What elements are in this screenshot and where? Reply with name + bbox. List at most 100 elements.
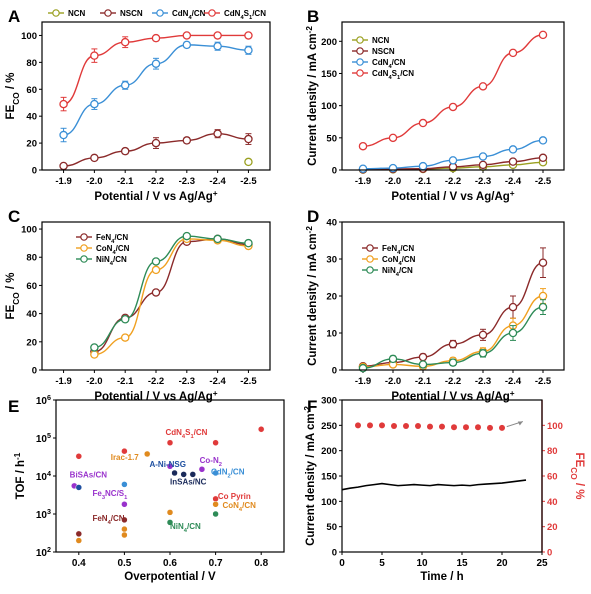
legend-label: NSCN — [120, 9, 143, 18]
label-part: FeN — [382, 244, 397, 253]
x-tick-label: 5 — [379, 558, 385, 569]
label-part: -2 — [303, 406, 312, 414]
plot-frame — [341, 399, 543, 553]
panel-label-c: C — [8, 207, 20, 226]
x-tick-label: 10 — [416, 558, 428, 569]
legend-marker — [208, 9, 216, 17]
data-point — [151, 138, 161, 148]
x-tick-label: -2.4 — [209, 376, 226, 387]
panel-label-b: B — [307, 7, 319, 26]
y-tick-label: 80 — [26, 58, 37, 69]
label-part: 10 — [36, 548, 48, 559]
y-tick-label: 80 — [26, 253, 37, 264]
x-tick-label: -2.2 — [148, 376, 164, 387]
data-point — [182, 40, 192, 50]
fe-point — [391, 422, 397, 429]
x-tick-label: 15 — [456, 558, 468, 569]
label-part: /CN — [400, 244, 414, 253]
label-part: CdN — [211, 467, 228, 476]
label-part: Time / h — [420, 571, 463, 583]
panel-label-e: E — [8, 397, 19, 416]
x-axis-label: Potential / V vs Ag/Ag+ — [391, 189, 514, 204]
label-part: -1 — [13, 452, 22, 460]
data-point — [189, 471, 197, 478]
legend-label: CdN4/CN — [372, 58, 406, 70]
label-part: / % — [5, 273, 17, 293]
data-point — [120, 315, 130, 324]
y-tick-label: 0 — [332, 548, 337, 559]
fe-point — [463, 424, 469, 431]
data-point — [151, 33, 161, 43]
current-density-line — [341, 479, 527, 491]
data-point — [121, 525, 128, 533]
data-point — [478, 349, 488, 358]
legend-marker — [104, 9, 112, 17]
data-point — [120, 146, 130, 156]
data-point — [143, 450, 151, 458]
data-point — [90, 343, 99, 352]
label-part: + — [213, 189, 218, 198]
data-point — [448, 358, 458, 367]
data-point — [121, 501, 128, 508]
fe-point — [379, 422, 385, 429]
data-point — [418, 161, 428, 171]
point-label: CdN2/CN — [211, 467, 245, 479]
y-tick-label: 102 — [36, 545, 51, 560]
data-point — [418, 352, 428, 362]
x-tick-label: -2.5 — [535, 376, 552, 387]
x-tick-label: -2.2 — [445, 376, 461, 387]
y-tick-label: 106 — [36, 393, 51, 408]
label-part: 4 — [188, 15, 192, 21]
point-label: BiSAs/CN — [70, 471, 108, 480]
data-point — [478, 82, 488, 91]
label-part: /CN — [111, 514, 125, 523]
label-part: -2 — [305, 226, 314, 234]
data-point — [388, 133, 398, 143]
label-part: 4 — [388, 75, 392, 81]
data-point — [166, 463, 174, 470]
y-tick-label: 300 — [321, 396, 337, 407]
data-point — [120, 37, 130, 47]
label-part: CdN — [165, 428, 182, 437]
data-point — [538, 258, 548, 267]
x-tick-label: -2.4 — [505, 176, 522, 187]
data-point — [244, 31, 253, 40]
label-part: 4 — [388, 64, 392, 70]
y-tick-label: 20 — [326, 292, 337, 303]
label-part: Fe — [92, 489, 102, 498]
label-part: CdN — [224, 9, 241, 18]
y-tick-label: 150 — [321, 69, 337, 80]
legend-marker — [52, 9, 60, 17]
data-point — [182, 31, 192, 40]
data-point — [90, 99, 99, 109]
data-point — [448, 156, 458, 165]
x-tick-label: 0.8 — [254, 558, 268, 569]
x-tick-label: -1.9 — [355, 376, 371, 387]
data-point — [75, 530, 83, 538]
plot-frame — [341, 21, 565, 171]
legend-marker — [366, 255, 374, 263]
label-part: Current density / mA cm — [305, 413, 317, 546]
x-axis-label: Potential / V vs Ag/Ag+ — [94, 389, 217, 404]
data-point — [90, 51, 99, 60]
y-tick-label: 10 — [326, 329, 337, 340]
data-point — [121, 516, 128, 524]
label-part: NSCN — [120, 9, 143, 18]
data-point — [59, 161, 68, 171]
y-tick-label: 20 — [26, 139, 37, 150]
label-part: / % — [5, 73, 17, 93]
legend-marker — [80, 255, 88, 263]
data-point — [213, 41, 222, 51]
panel-e: 0.4 0.5 0.6 0.7 0.8102103104105106Overpotent… — [13, 393, 269, 584]
legend-label: CoN4/CN — [382, 255, 416, 267]
fe-point — [487, 424, 493, 431]
data-point — [151, 265, 161, 275]
label-part: 4 — [398, 261, 402, 267]
y-tick-label: 100 — [321, 497, 337, 508]
y-tick-label: 20 — [26, 337, 37, 348]
label-part: CdN — [372, 58, 389, 67]
fe-point — [427, 423, 433, 430]
label-part: 4 — [108, 520, 112, 526]
legend-label: NiN4/CN — [382, 266, 413, 278]
